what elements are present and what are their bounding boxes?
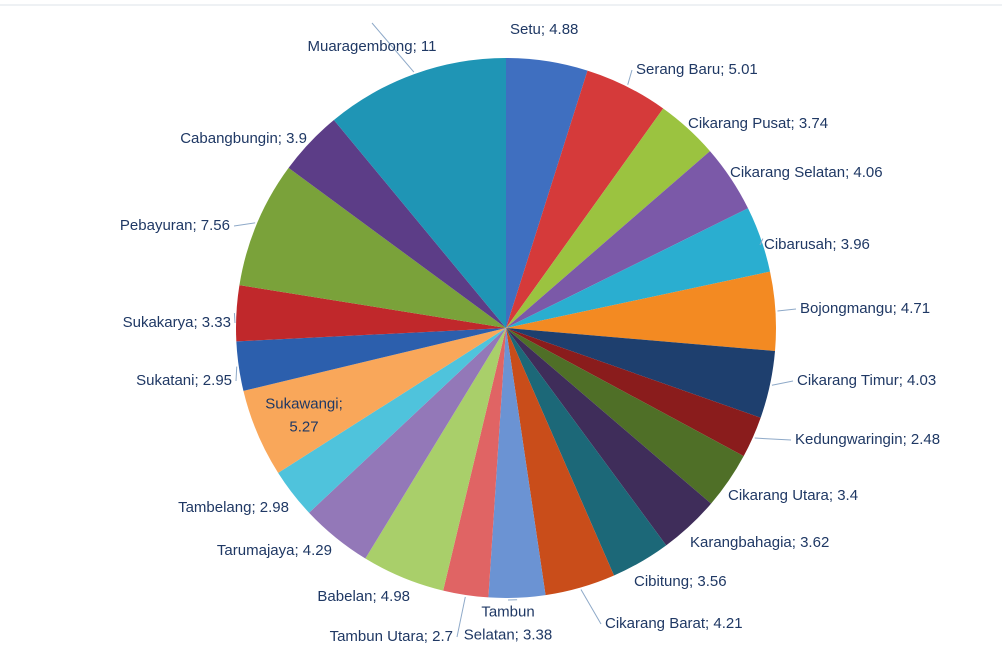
leader-line (771, 380, 794, 386)
slice (278, 328, 506, 513)
slice (506, 271, 776, 352)
data-label: Pebayuran; 7.56 (120, 217, 230, 234)
data-label: Setu; 4.88 (510, 21, 578, 38)
data-label: Bojongmangu; 4.71 (800, 300, 930, 317)
slice (506, 328, 712, 546)
slice (333, 57, 506, 328)
slice (365, 328, 506, 591)
data-label: Cabangbungin; 3.9 (180, 130, 307, 147)
data-label: Tarumajaya; 4.29 (217, 542, 332, 559)
leader-line (627, 69, 633, 85)
slice (239, 167, 506, 328)
labels: Setu; 4.88 Serang Baru; 5.01 Cikarang Pusa… (120, 21, 940, 645)
data-label: Kedungwaringin; 2.48 (795, 431, 940, 448)
slice (506, 108, 710, 328)
data-label: Tambun Utara; 2.7 (330, 628, 453, 645)
data-label: Cikarang Utara; 3.4 (728, 487, 858, 504)
slice (506, 208, 771, 328)
slice (506, 328, 615, 596)
leader-line (456, 596, 466, 638)
slice (506, 58, 588, 328)
slice (506, 328, 761, 457)
slice (235, 285, 506, 342)
leader-line (371, 22, 415, 73)
leader-line (777, 308, 797, 312)
slice (443, 328, 506, 598)
leader-line (759, 238, 764, 246)
leader-line (754, 437, 792, 441)
data-label: Sukakarya; 3.33 (123, 314, 231, 331)
data-label: Sukatani; 2.95 (136, 372, 232, 389)
slice (309, 328, 506, 559)
slice (236, 328, 506, 391)
data-label: Serang Baru; 5.01 (636, 61, 758, 78)
data-label: Karangbahagia; 3.62 (690, 534, 829, 551)
slice (243, 328, 506, 473)
slice (488, 328, 546, 598)
data-label: Tambun Selatan; 3.38 (464, 603, 552, 643)
slice (506, 328, 776, 418)
data-label: Sukawangi; 5.27 (265, 395, 343, 435)
data-label: Cikarang Pusat; 3.74 (688, 115, 828, 132)
data-label: Cikarang Barat; 4.21 (605, 615, 743, 632)
data-label: Tambelang; 2.98 (178, 499, 289, 516)
leader-line (233, 222, 256, 227)
data-label: Cikarang Timur; 4.03 (797, 372, 936, 389)
data-label: Cibarusah; 3.96 (764, 236, 870, 253)
slice (506, 70, 664, 329)
slice (506, 328, 667, 576)
data-label: Muaragembong; 11 (308, 38, 437, 55)
leader-line (233, 313, 236, 324)
data-label: Babelan; 4.98 (317, 588, 410, 605)
data-label: Cikarang Selatan; 4.06 (730, 164, 883, 181)
slice (506, 328, 744, 504)
leader-line (580, 589, 602, 625)
data-label: Cibitung; 3.56 (634, 573, 727, 590)
pie (235, 57, 776, 598)
slice (506, 151, 749, 328)
leader-line (235, 366, 238, 382)
slice (288, 119, 506, 328)
